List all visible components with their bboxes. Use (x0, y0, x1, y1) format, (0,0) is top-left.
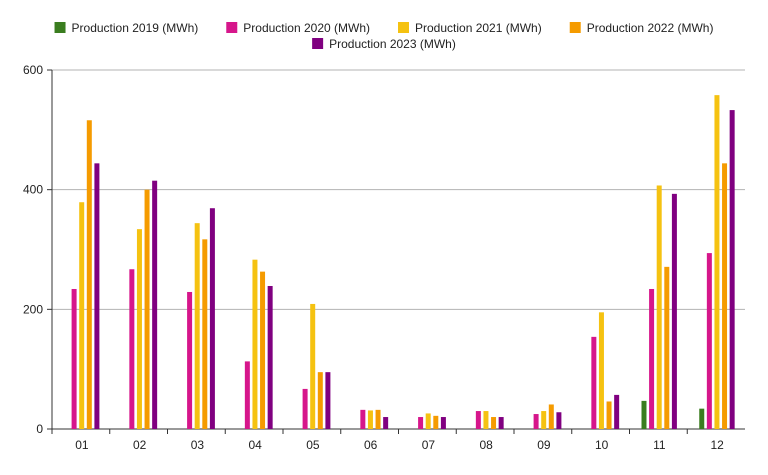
bar-02-series-3 (136, 229, 142, 429)
bar-06-series-2 (360, 409, 366, 429)
bar-02-series-2 (129, 269, 135, 429)
legend-swatch (312, 38, 324, 49)
bar-03-series-2 (187, 291, 193, 429)
bar-11-series-1 (641, 400, 647, 429)
bar-12-series-4 (722, 163, 728, 429)
legend-swatch (398, 22, 409, 33)
x-tick-label: 02 (133, 438, 147, 452)
y-axis: 0 200 400 600 (23, 63, 53, 436)
legend-label: Production 2022 (MWh) (587, 21, 714, 35)
bar-05-series-5 (325, 372, 331, 429)
bar-07-series-5 (440, 417, 446, 429)
legend-label: Production 2021 (MWh) (415, 21, 542, 35)
y-tick-label: 400 (23, 183, 43, 197)
bar-11-series-4 (664, 266, 670, 429)
bar-06-series-3 (367, 410, 373, 429)
legend-swatch (54, 22, 66, 33)
bar-12-series-1 (699, 408, 705, 429)
bar-01-series-2 (71, 288, 77, 429)
bar-08-series-2 (475, 411, 481, 429)
bar-10-series-3 (598, 312, 604, 429)
bar-08-series-4 (491, 417, 497, 429)
bar-09-series-2 (533, 414, 539, 429)
y-tick-label: 0 (36, 422, 43, 436)
legend-label: Production 2019 (MWh) (72, 21, 199, 35)
bar-11-series-2 (649, 288, 655, 429)
bar-04-series-2 (244, 361, 250, 429)
bar-12-series-3 (714, 95, 720, 429)
legend-item-1[interactable]: Production 2019 (MWh) (54, 21, 199, 35)
legend-item-5[interactable]: Production 2023 (MWh) (312, 37, 456, 51)
legend: Production 2019 (MWh) Production 2020 (MW… (54, 21, 714, 51)
bar-03-series-4 (202, 239, 208, 429)
bar-10-series-4 (606, 401, 612, 429)
legend-item-2[interactable]: Production 2020 (MWh) (226, 21, 370, 35)
x-tick-label: 08 (479, 438, 493, 452)
bar-02-series-5 (152, 180, 158, 429)
y-tick-label: 600 (23, 63, 43, 77)
bar-12-series-2 (706, 253, 712, 429)
x-tick-label: 09 (537, 438, 551, 452)
x-tick-label: 04 (248, 438, 262, 452)
bar-03-series-5 (209, 208, 215, 429)
legend-item-3[interactable]: Production 2021 (MWh) (398, 21, 542, 35)
bar-07-series-3 (425, 413, 431, 429)
bar-08-series-3 (483, 411, 489, 429)
legend-item-4[interactable]: Production 2022 (MWh) (569, 21, 714, 35)
bar-06-series-5 (383, 417, 389, 429)
y-tick-label: 200 (23, 302, 43, 316)
bar-10-series-2 (591, 336, 597, 429)
x-tick-label: 10 (595, 438, 609, 452)
x-axis: 01 02 03 04 05 06 07 08 09 10 11 12 (51, 429, 724, 452)
bar-04-series-5 (267, 285, 273, 429)
x-tick-label: 06 (364, 438, 378, 452)
bar-09-series-5 (556, 412, 562, 429)
bar-04-series-3 (252, 259, 258, 429)
bar-05-series-4 (317, 372, 323, 429)
bar-03-series-3 (194, 223, 200, 429)
bar-05-series-2 (302, 388, 308, 429)
x-tick-label: 03 (191, 438, 205, 452)
bar-11-series-3 (656, 185, 662, 429)
bar-07-series-4 (433, 415, 439, 429)
x-tick-label: 05 (306, 438, 320, 452)
bar-05-series-3 (310, 303, 316, 429)
bar-10-series-5 (614, 394, 620, 429)
bar-09-series-4 (548, 404, 554, 429)
legend-label: Production 2023 (MWh) (329, 37, 456, 51)
x-tick-label: 11 (653, 438, 666, 452)
x-tick-label: 01 (75, 438, 89, 452)
bar-01-series-4 (86, 120, 92, 429)
legend-label: Production 2020 (MWh) (243, 21, 370, 35)
legend-swatch (569, 22, 581, 33)
bar-12-series-5 (729, 110, 735, 430)
bars (71, 95, 735, 430)
x-tick-label: 12 (710, 438, 724, 452)
bar-02-series-4 (144, 189, 150, 429)
bar-01-series-3 (79, 202, 85, 429)
bar-08-series-5 (498, 417, 504, 429)
bar-04-series-4 (260, 271, 266, 429)
bar-06-series-4 (375, 409, 381, 429)
bar-09-series-3 (541, 411, 547, 429)
legend-swatch (226, 22, 238, 33)
bar-01-series-5 (94, 163, 100, 429)
x-tick-label: 07 (422, 438, 436, 452)
bar-07-series-2 (418, 417, 424, 429)
bar-11-series-5 (671, 193, 677, 429)
